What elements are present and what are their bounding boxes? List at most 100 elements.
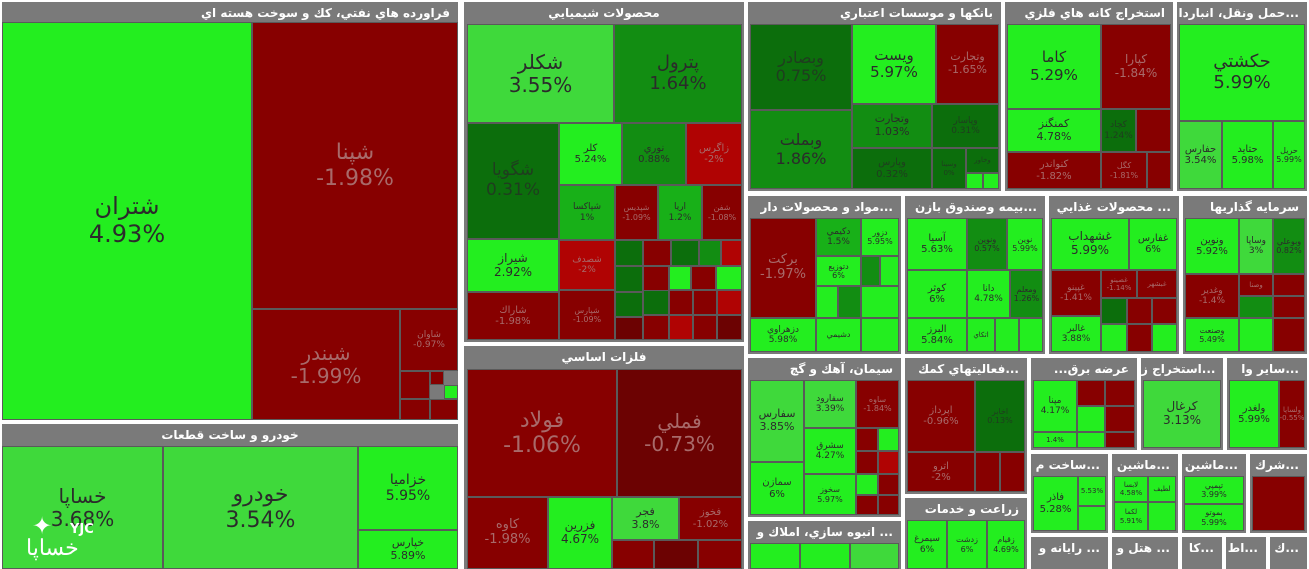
stock-tile[interactable]: دكيمي 1.5% [816,218,861,256]
stock-tile[interactable]: اتكاي [967,318,995,352]
stock-tile[interactable]: شبندر -1.99% [252,309,400,420]
stock-tile[interactable] [654,540,698,569]
stock-tile[interactable]: كگل -1.81% [1101,152,1147,189]
stock-tile[interactable] [643,240,671,266]
sector-title[interactable]: استخراج ز... [1141,362,1216,376]
stock-tile[interactable] [995,318,1019,352]
stock-tile[interactable]: كپارا -1.84% [1101,24,1171,109]
stock-tile[interactable]: سخوز 5.97% [804,474,856,515]
stock-tile[interactable]: وتجارت 1.03% [852,104,932,148]
stock-tile[interactable] [1077,432,1105,448]
stock-tile[interactable]: زاگرس -2% [686,123,742,185]
stock-tile[interactable]: شپاكسا 1% [559,185,615,240]
stock-tile[interactable]: سيمرغ 6% [907,520,947,569]
stock-tile[interactable] [1077,406,1105,432]
stock-tile[interactable]: غبشهر [1137,270,1177,298]
stock-tile[interactable] [975,452,1000,492]
stock-tile[interactable] [716,266,742,290]
sector-title[interactable]: ساير وا... [1241,362,1299,376]
sector-title[interactable]: بانكها و موسسات اعتباري [840,6,993,20]
sector-title[interactable]: استخراج كانه هاي فلزي [1024,6,1165,20]
stock-tile[interactable]: خودرو 3.54% [163,446,358,569]
sector-title[interactable]: فراورده هاي نفتي، كك و سوخت هسته اي [201,6,450,20]
stock-tile[interactable]: شصدف -2% [559,240,615,290]
stock-tile[interactable] [1152,298,1177,324]
stock-tile[interactable]: فملي -0.73% [617,369,742,497]
stock-tile[interactable] [856,495,878,515]
stock-tile[interactable] [721,240,742,266]
stock-tile[interactable] [643,290,669,315]
stock-tile[interactable]: اپرداز -0.96% [907,380,975,452]
stock-tile[interactable] [1252,476,1305,531]
stock-tile[interactable]: حتايد 5.98% [1222,121,1273,189]
stock-tile[interactable] [615,317,643,340]
stock-tile[interactable]: ونوين 0.57% [967,218,1007,270]
stock-tile[interactable]: شفن -1.08% [702,185,742,240]
stock-tile[interactable]: شپنا -1.98% [252,22,458,309]
stock-tile[interactable]: كنواندر -1.82% [1007,152,1101,189]
stock-tile[interactable] [1078,506,1106,531]
stock-tile[interactable] [861,318,899,352]
stock-tile[interactable]: زقيام 4.69% [987,520,1025,569]
stock-tile[interactable]: زدشت 6% [947,520,987,569]
stock-tile[interactable]: 1.4% [1033,432,1077,448]
stock-tile[interactable]: كاما 5.29% [1007,24,1101,109]
stock-tile[interactable]: نوري 0.88% [622,123,686,185]
stock-tile[interactable] [615,292,643,317]
stock-tile[interactable] [1273,318,1305,352]
stock-tile[interactable] [816,286,838,318]
stock-tile[interactable] [856,474,878,495]
stock-tile[interactable] [1000,452,1025,492]
stock-tile[interactable]: كاوه -1.98% [467,497,548,569]
stock-tile[interactable]: وبملت 1.86% [750,110,852,189]
stock-tile[interactable] [1105,406,1135,432]
stock-tile[interactable] [400,399,430,420]
stock-tile[interactable] [1077,380,1105,406]
stock-tile[interactable]: لابسا 4.58% [1114,476,1148,502]
stock-tile[interactable]: سشرق 4.27% [804,428,856,474]
stock-tile[interactable]: البرز 5.84% [907,318,967,352]
stock-tile[interactable] [430,399,458,420]
stock-tile[interactable] [878,474,899,495]
stock-tile[interactable] [1239,296,1273,318]
stock-tile[interactable] [1105,380,1135,406]
stock-tile[interactable] [1273,296,1305,318]
sector-title[interactable]: ك... [1274,541,1299,555]
stock-tile[interactable]: ساوه -1.84% [856,380,899,428]
stock-tile[interactable]: 5.53% [1078,476,1106,506]
stock-tile[interactable]: غصينو -1.14% [1101,270,1137,298]
sector-title[interactable]: زراعت و خدمات [924,502,1019,516]
stock-tile[interactable]: تپمپي 3.99% [1184,476,1244,504]
stock-tile[interactable] [698,540,742,569]
stock-tile[interactable] [1152,324,1177,352]
sector-title[interactable]: سيمان، آهك و گچ [789,362,893,376]
stock-tile[interactable]: شپارس -1.09% [559,290,615,340]
stock-tile[interactable]: اترو -2% [907,452,975,492]
stock-tile[interactable]: وبوعلي 0.82% [1273,218,1305,274]
sector-title[interactable]: ساخت م... [1035,458,1100,472]
stock-tile[interactable]: وصنعت 5.49% [1185,318,1239,352]
stock-tile[interactable] [983,173,999,189]
stock-tile[interactable] [1105,432,1135,448]
stock-tile[interactable]: خزاميا 5.95% [358,446,458,530]
stock-tile[interactable] [717,315,742,340]
stock-tile[interactable]: فولاد -1.06% [467,369,617,497]
stock-tile[interactable] [643,315,669,340]
sector-title[interactable]: حمل ونقل، انباردا... [1178,6,1299,20]
sector-title[interactable]: ماشين... [1116,458,1170,472]
stock-tile[interactable]: پترول 1.64% [614,24,742,123]
stock-tile[interactable]: وخاور [966,148,999,173]
stock-tile[interactable]: مپنا 4.17% [1033,380,1077,432]
stock-tile[interactable] [878,495,899,515]
sector-title[interactable]: كا... [1188,541,1214,555]
stock-tile[interactable] [693,290,717,315]
sector-title[interactable]: مواد و محصولات دار... [760,200,893,214]
stock-tile[interactable] [400,371,430,399]
stock-tile[interactable] [861,256,880,286]
stock-tile[interactable] [669,290,693,315]
stock-tile[interactable] [699,240,721,266]
stock-tile[interactable] [856,451,878,474]
stock-tile[interactable] [856,428,878,451]
stock-tile[interactable]: دشيمي [816,318,861,352]
stock-tile[interactable]: سفارود 3.39% [804,380,856,428]
